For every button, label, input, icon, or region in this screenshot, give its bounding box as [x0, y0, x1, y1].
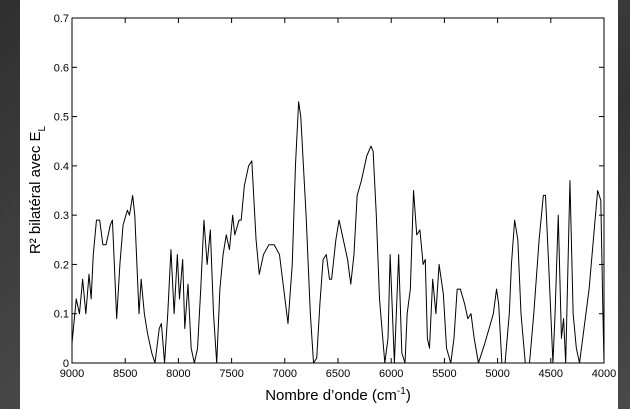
x-tick-label: 4500	[539, 368, 563, 380]
data-line	[71, 101, 605, 364]
y-tick-label: 0.1	[54, 309, 69, 321]
y-tick-label: 0	[63, 358, 69, 370]
x-tick-label: 7000	[273, 368, 297, 380]
x-axis-label: Nombre d’onde (cm-1)	[265, 386, 411, 404]
figure-panel	[20, 0, 618, 409]
y-tick-label: 0.2	[54, 259, 69, 271]
y-axis-label: R² bilatéral avec EL	[27, 126, 48, 255]
y-tick-label: 0.4	[54, 161, 69, 173]
x-tick-label: 4000	[592, 368, 616, 380]
y-tick-label: 0.7	[54, 13, 69, 25]
x-tick-label: 9000	[60, 368, 84, 380]
x-tick-label: 5500	[432, 368, 456, 380]
x-tick-label: 5000	[485, 368, 509, 380]
x-tick-label: 6000	[379, 368, 403, 380]
x-tick-label: 8500	[113, 368, 137, 380]
x-tick-label: 6500	[326, 368, 350, 380]
y-tick-label: 0.5	[54, 112, 69, 124]
x-tick-label: 7500	[219, 368, 243, 380]
y-tick-label: 0.6	[54, 62, 69, 74]
x-tick-label: 8000	[166, 368, 190, 380]
y-tick-label: 0.3	[54, 210, 69, 222]
